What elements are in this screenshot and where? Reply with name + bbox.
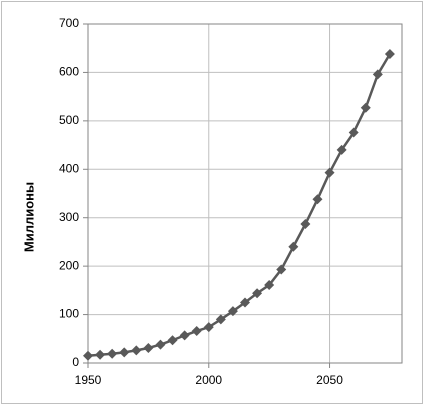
- marker: [288, 241, 299, 252]
- marker: [143, 342, 154, 353]
- y-tick-label: 0: [72, 355, 79, 369]
- marker: [167, 335, 178, 346]
- marker: [107, 348, 118, 359]
- y-axis-label: Миллионы: [21, 182, 36, 252]
- y-tick-label: 400: [59, 161, 79, 175]
- y-tick-label: 200: [59, 258, 79, 272]
- y-tick-label: 300: [59, 210, 79, 224]
- plot-frame: [87, 23, 403, 364]
- marker: [372, 69, 383, 80]
- x-tick-label: 1950: [75, 373, 102, 387]
- y-tick-label: 500: [59, 113, 79, 127]
- marker: [240, 297, 250, 308]
- marker: [324, 167, 335, 178]
- marker: [95, 349, 106, 360]
- marker: [336, 144, 347, 155]
- marker: [252, 288, 263, 299]
- marker: [227, 306, 238, 317]
- x-tick-label: 2050: [316, 373, 343, 387]
- marker: [360, 102, 371, 113]
- marker: [203, 322, 214, 333]
- marker: [348, 127, 359, 138]
- marker: [276, 264, 287, 275]
- marker: [312, 194, 323, 205]
- marker: [384, 49, 395, 60]
- y-tick-label: 700: [59, 16, 79, 30]
- marker: [215, 314, 226, 325]
- marker: [264, 280, 275, 291]
- marker: [131, 345, 142, 356]
- marker: [191, 326, 202, 337]
- y-tick-label: 100: [59, 307, 79, 321]
- marker: [119, 347, 130, 358]
- chart-border: [1, 1, 423, 404]
- y-tick-label: 600: [59, 65, 79, 79]
- marker: [83, 350, 93, 361]
- marker: [300, 219, 311, 230]
- x-tick-label: 2000: [195, 373, 222, 387]
- marker: [179, 330, 190, 341]
- marker: [155, 339, 166, 350]
